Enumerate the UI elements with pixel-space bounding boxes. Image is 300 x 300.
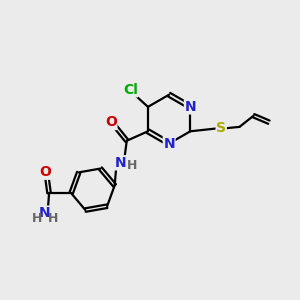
Text: N: N <box>184 100 196 114</box>
Text: Cl: Cl <box>123 83 138 97</box>
Text: N: N <box>38 206 50 220</box>
Text: O: O <box>39 165 51 179</box>
Text: S: S <box>216 122 226 135</box>
Text: O: O <box>105 116 117 130</box>
Text: N: N <box>115 156 126 170</box>
Text: H: H <box>32 212 43 225</box>
Text: N: N <box>163 136 175 151</box>
Text: H: H <box>48 212 58 225</box>
Text: H: H <box>127 159 137 172</box>
